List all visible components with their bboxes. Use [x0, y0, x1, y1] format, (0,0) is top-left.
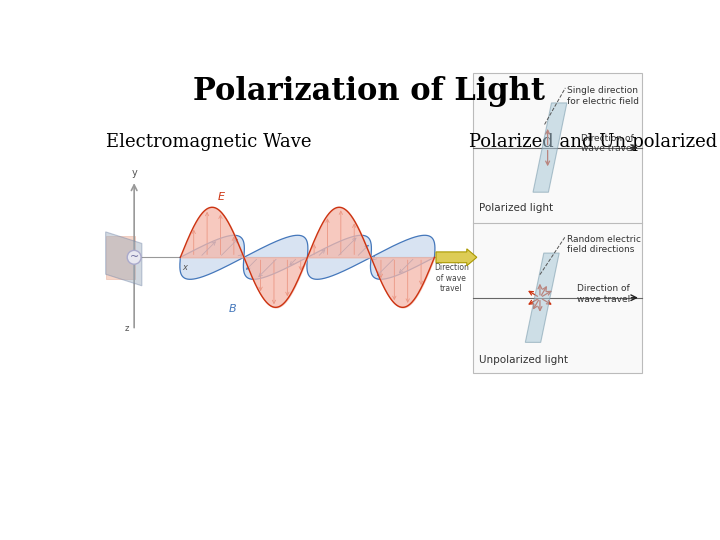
- Text: ~: ~: [130, 252, 139, 262]
- Text: Electromagnetic Wave: Electromagnetic Wave: [106, 133, 311, 151]
- Text: Direction
of wave
travel: Direction of wave travel: [434, 263, 469, 293]
- Text: E: E: [217, 192, 225, 202]
- Polygon shape: [526, 253, 559, 342]
- Text: Polarization of Light: Polarization of Light: [193, 76, 545, 107]
- Text: Direction of
wave travel: Direction of wave travel: [577, 284, 630, 303]
- Bar: [473, 72, 642, 373]
- Text: B: B: [229, 303, 237, 314]
- Circle shape: [127, 251, 141, 264]
- Text: Direction of
wave travel: Direction of wave travel: [581, 134, 634, 153]
- Text: y: y: [131, 168, 137, 178]
- Text: z: z: [125, 325, 129, 333]
- Text: Unpolarized light: Unpolarized light: [479, 355, 568, 365]
- FancyArrow shape: [436, 249, 477, 266]
- Text: Polarized and Un-polarized Light: Polarized and Un-polarized Light: [469, 133, 720, 151]
- Text: Random electric
field directions: Random electric field directions: [567, 235, 641, 254]
- Polygon shape: [106, 232, 142, 286]
- Polygon shape: [180, 235, 435, 279]
- Text: x: x: [183, 262, 188, 272]
- Bar: [106, 236, 135, 279]
- Text: Polarized light: Polarized light: [479, 204, 553, 213]
- Polygon shape: [533, 103, 567, 192]
- Text: Single direction
for electric field: Single direction for electric field: [567, 86, 639, 106]
